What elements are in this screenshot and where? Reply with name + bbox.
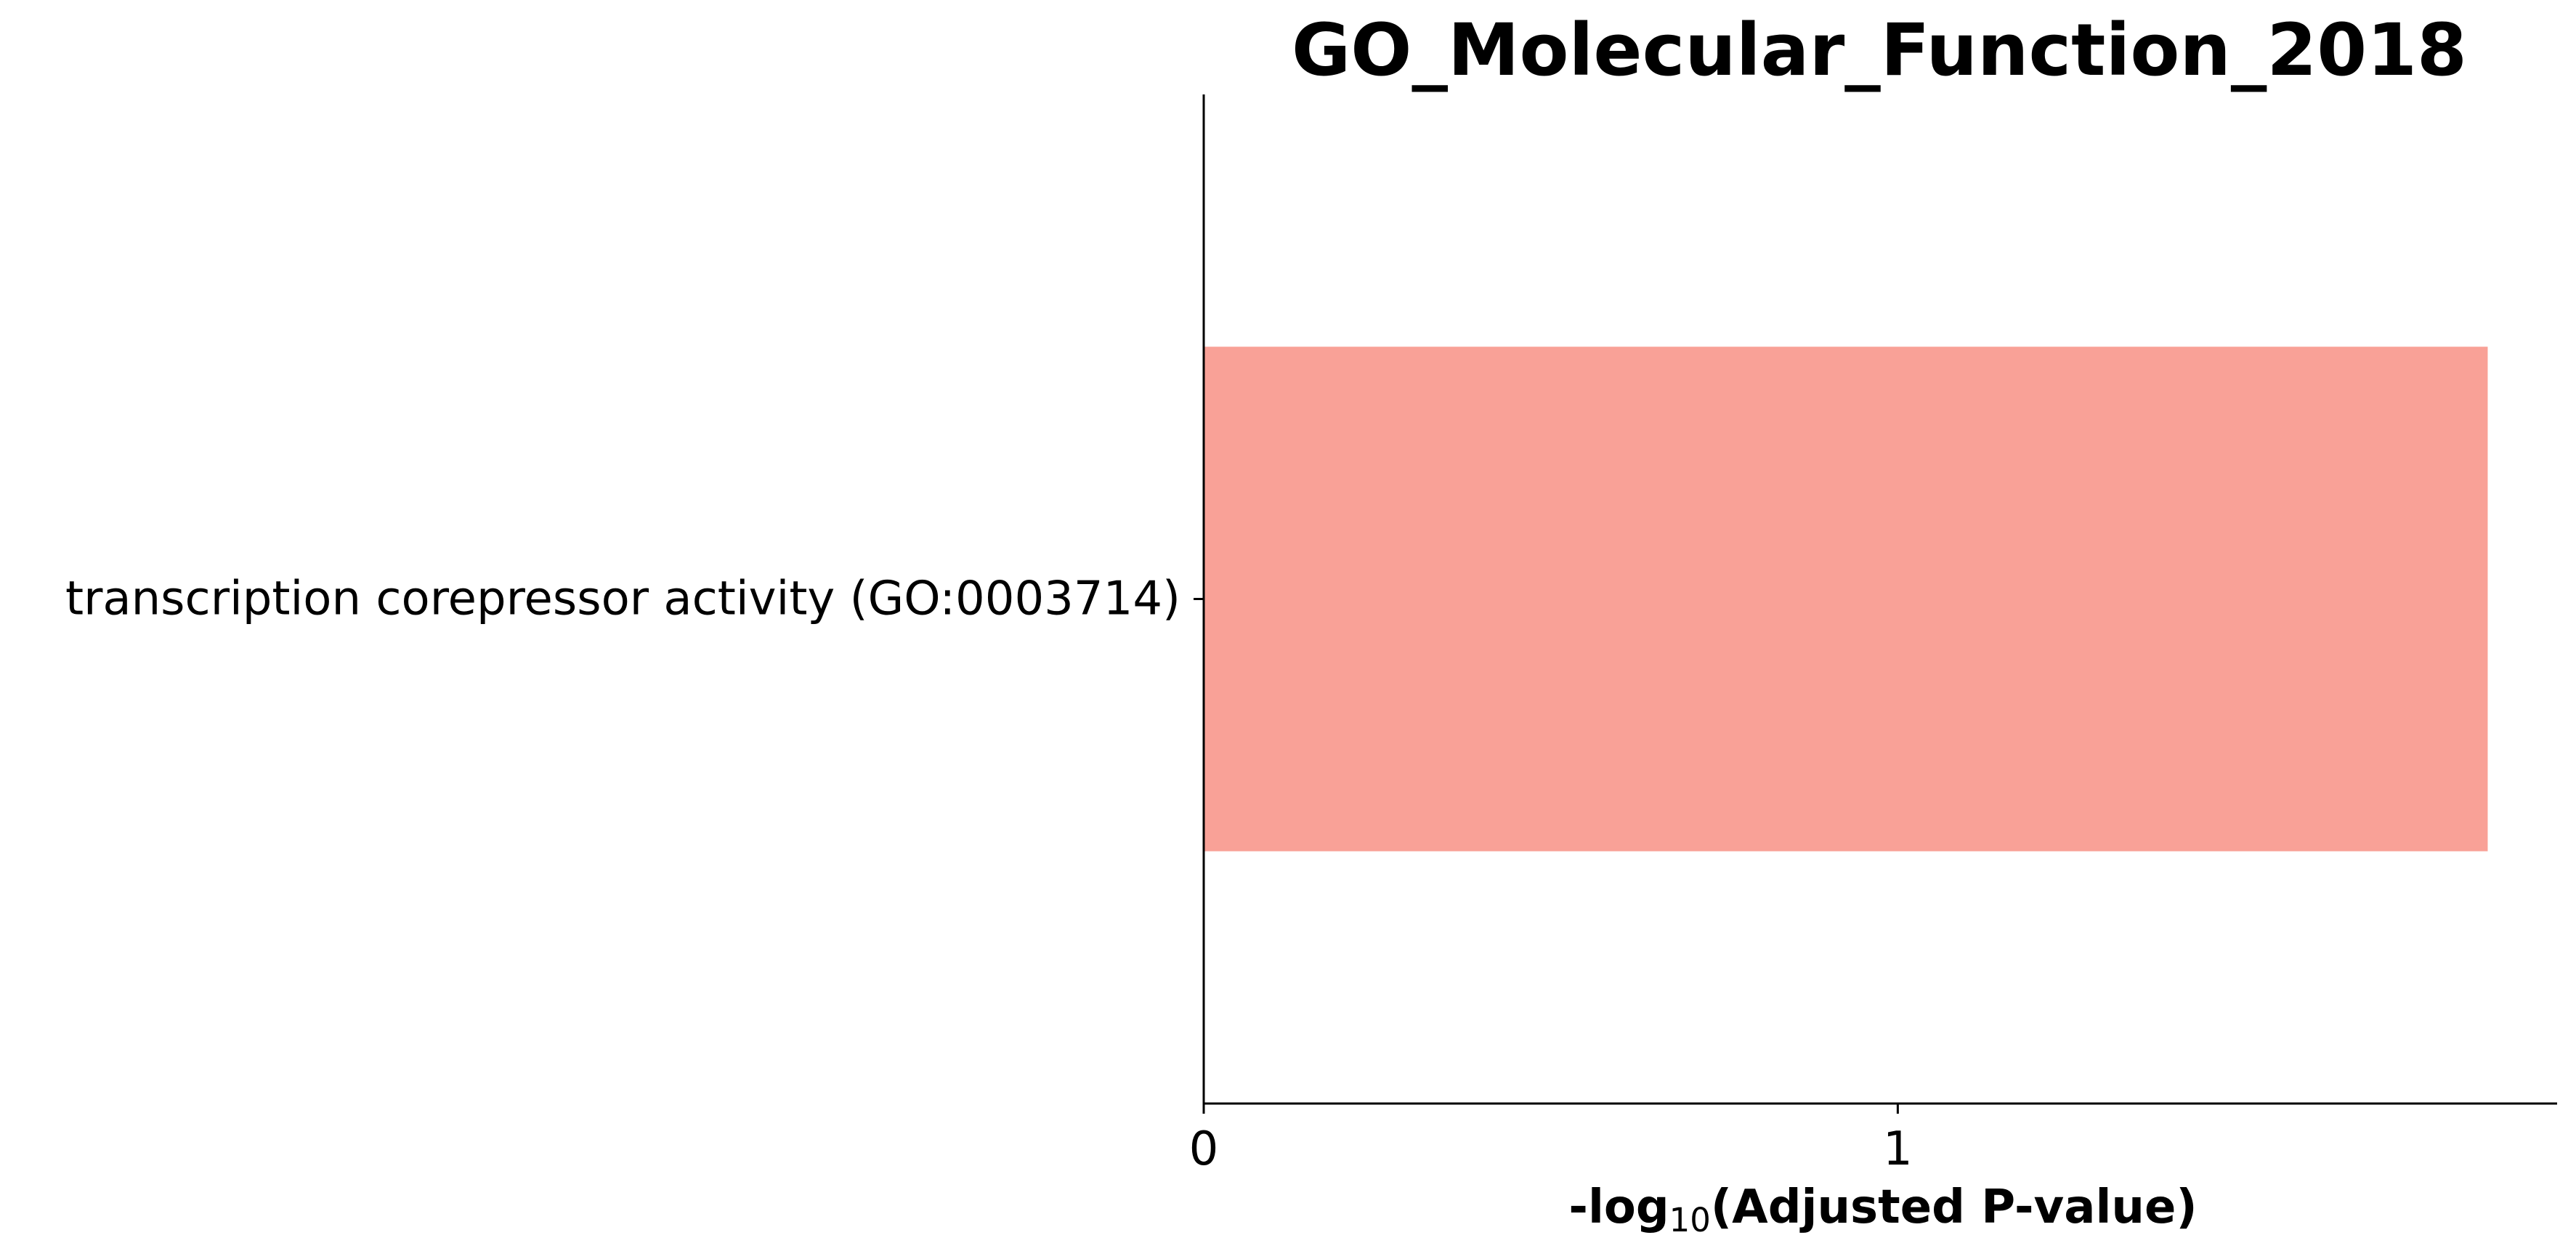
chart-title: GO_Molecular_Function_2018 — [1292, 9, 2467, 92]
x-axis-label-subscript: 10 — [1669, 1201, 1711, 1239]
bar — [1204, 347, 2488, 851]
y-tick-label: transcription corepressor activity (GO:0… — [65, 572, 1180, 626]
x-tick-label: 0 — [1189, 1122, 1219, 1176]
x-axis-label: -log10(Adjusted P-value) — [1568, 1181, 2197, 1239]
x-axis-label-prefix: -log — [1568, 1181, 1669, 1234]
x-axis-label-suffix: (Adjusted P-value) — [1711, 1181, 2198, 1234]
y-ticks-layer: transcription corepressor activity (GO:0… — [65, 572, 1204, 626]
x-tick-label: 1 — [1883, 1122, 1913, 1176]
bars-layer — [1204, 347, 2488, 851]
